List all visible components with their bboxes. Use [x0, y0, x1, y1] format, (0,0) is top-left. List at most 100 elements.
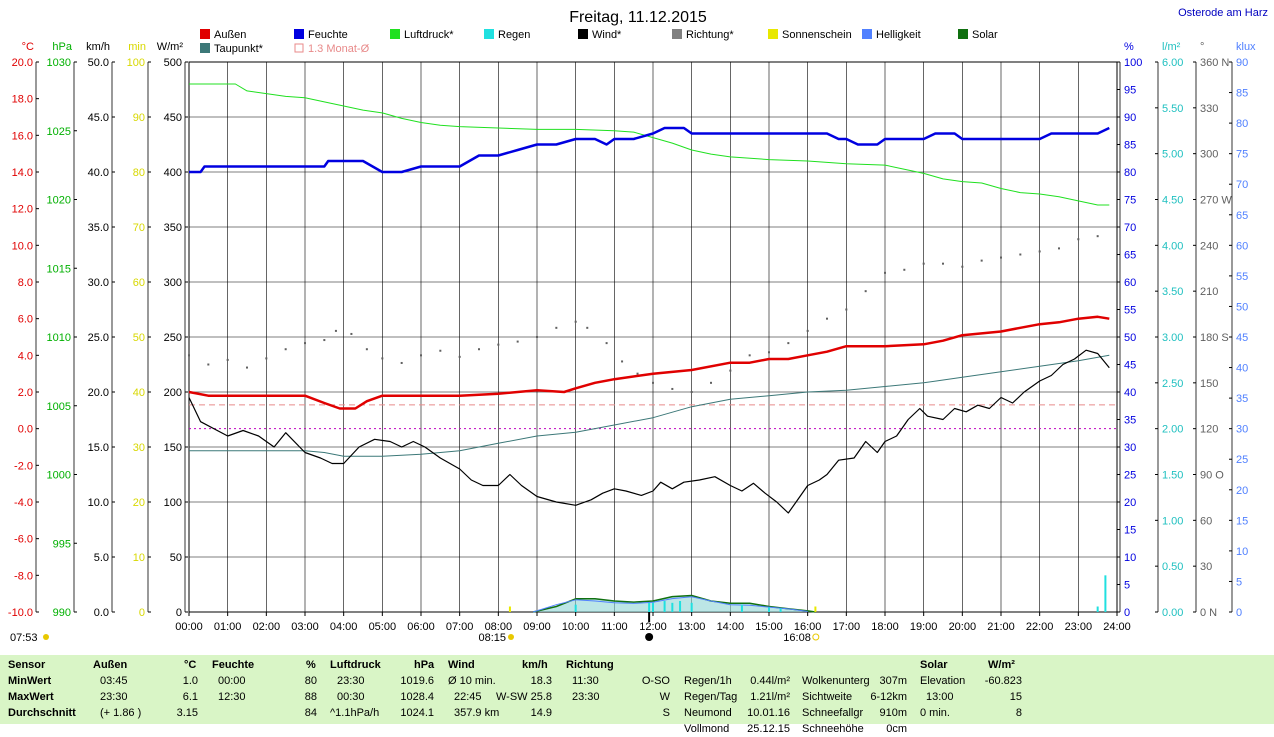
x-tick-label: 03:00 — [291, 621, 319, 633]
right-axis-tick-label: 40 — [1124, 387, 1136, 399]
left-axis-tick-label: 60 — [133, 277, 145, 289]
direction-dot — [942, 262, 944, 265]
legend-swatch — [768, 29, 778, 39]
direction-dot — [536, 336, 538, 338]
max-druck-value: 1028.4 — [400, 691, 434, 703]
direction-dot — [621, 360, 624, 363]
direction-dot — [961, 265, 964, 268]
cloud-base-value: 307m — [879, 675, 907, 687]
left-axis-tick-label: 20.0 — [12, 57, 33, 69]
right-axis-tick-label: 25 — [1124, 470, 1136, 482]
direction-dot — [246, 366, 248, 369]
direction-dot — [458, 355, 461, 358]
right-axis-tick-label: 85 — [1124, 140, 1136, 152]
sunshine-bar — [814, 606, 817, 612]
hdr-solar-unit: W/m² — [988, 659, 1015, 671]
hdr-solar: Solar — [920, 659, 948, 671]
right-axis-tick-label: 15 — [1236, 515, 1248, 527]
left-axis-tick-label: 20.0 — [88, 387, 109, 399]
direction-dot — [555, 326, 558, 329]
left-axis-tick-label: 4.0 — [18, 350, 33, 362]
right-axis-tick-label: 120 — [1200, 424, 1218, 436]
left-axis-unit: km/h — [86, 41, 110, 53]
cloud-base-label: Wolkenunterg — [802, 675, 870, 687]
left-axis-tick-label: 45.0 — [88, 112, 109, 124]
left-axis-tick-label: 80 — [133, 167, 145, 179]
rain-day-value: 1.21l/m² — [750, 691, 790, 703]
rain-day-label: Regen/Tag — [684, 691, 738, 703]
right-axis-tick-label: 150 — [1200, 378, 1218, 390]
right-axis-tick-label: 240 — [1200, 240, 1218, 252]
rain-bar — [740, 604, 743, 612]
left-axis-tick-label: 0.0 — [18, 424, 33, 436]
legend-label: Sonnenschein — [782, 29, 852, 41]
max-wind-dir: W-SW — [496, 691, 528, 703]
legend-swatch — [958, 29, 968, 39]
direction-dot — [574, 320, 577, 323]
direction-dot — [381, 357, 384, 360]
left-axis-tick-label: -8.0 — [14, 570, 33, 582]
right-axis-tick-label: 4.00 — [1162, 240, 1183, 252]
direction-dot — [980, 259, 983, 262]
new-moon-value: 10.01.16 — [747, 707, 790, 719]
right-axis-tick-label: 0.50 — [1162, 561, 1183, 573]
left-axis-tick-label: 1010 — [47, 332, 71, 344]
direction-dot — [826, 317, 828, 320]
left-axis-tick-label: 100 — [164, 497, 182, 509]
right-axis-tick-label: 65 — [1124, 250, 1136, 262]
direction-dot — [284, 348, 287, 351]
new-moon-label: Neumond — [684, 707, 732, 719]
direction-dot — [365, 348, 368, 351]
right-axis-tick-label: 330 — [1200, 103, 1218, 115]
direction-dot — [729, 369, 732, 372]
x-tick-label: 18:00 — [871, 621, 899, 633]
direction-dot — [1058, 247, 1060, 250]
right-axis-tick-label: 6.00 — [1162, 57, 1183, 69]
solar-minutes-value: 8 — [1015, 707, 1022, 719]
legend-label: Helligkeit — [876, 29, 921, 41]
max-aussen-time: 23:30 — [100, 691, 128, 703]
legend-label: Taupunkt* — [214, 43, 264, 55]
left-axis-tick-label: 30 — [133, 442, 145, 454]
left-axis-tick-label: 1020 — [47, 195, 71, 207]
left-axis-tick-label: 8.0 — [18, 277, 33, 289]
right-axis-tick-label: 90 — [1236, 57, 1248, 69]
min-richtung-value: O-SO — [641, 675, 670, 687]
avg-label: Durchschnitt — [8, 707, 76, 719]
direction-dot — [903, 268, 906, 271]
max-wind-value: 25.8 — [530, 691, 552, 703]
max-wind-time: 22:45 — [454, 691, 482, 703]
hdr-luftdruck: Luftdruck — [330, 659, 381, 671]
direction-dot — [671, 387, 674, 390]
summary-max-row: MaxWert 23:30 6.1 12:30 88 00:30 1028.4 … — [0, 689, 1274, 705]
left-axis-tick-label: 995 — [53, 538, 71, 550]
right-axis-tick-label: 45 — [1124, 360, 1136, 372]
direction-dot — [350, 332, 353, 335]
right-axis-tick-label: 85 — [1236, 88, 1248, 100]
legend-label: Feuchte — [308, 29, 348, 41]
right-axis-tick-label: 0 — [1124, 607, 1130, 619]
x-tick-label: 02:00 — [253, 621, 281, 633]
sunshine-bar — [508, 606, 511, 612]
max-aussen-value: 6.1 — [182, 691, 198, 703]
direction-dot — [690, 391, 693, 393]
left-axis-tick-label: 70 — [133, 222, 145, 234]
hdr-feuchte-unit: % — [306, 659, 316, 671]
left-axis-tick-label: -10.0 — [8, 607, 33, 619]
left-axis-tick-label: 1030 — [47, 57, 71, 69]
right-axis-tick-label: 95 — [1124, 85, 1136, 97]
left-axis-tick-label: -2.0 — [14, 460, 33, 472]
direction-dot — [586, 326, 589, 329]
direction-dot — [1096, 235, 1099, 238]
right-axis-tick-label: 80 — [1236, 118, 1248, 130]
chart-series — [188, 83, 1117, 613]
right-axis-tick-label: 50 — [1236, 301, 1248, 313]
snowline-label: Schneefallgr — [802, 707, 864, 719]
sunrise-icon — [508, 634, 514, 640]
x-tick-label: 17:00 — [833, 621, 861, 633]
max-feuchte-time: 12:30 — [218, 691, 246, 703]
direction-dot — [787, 342, 790, 345]
legend-label: Richtung* — [686, 29, 734, 41]
full-moon-label: Vollmond — [684, 723, 730, 735]
direction-dot — [323, 339, 326, 342]
